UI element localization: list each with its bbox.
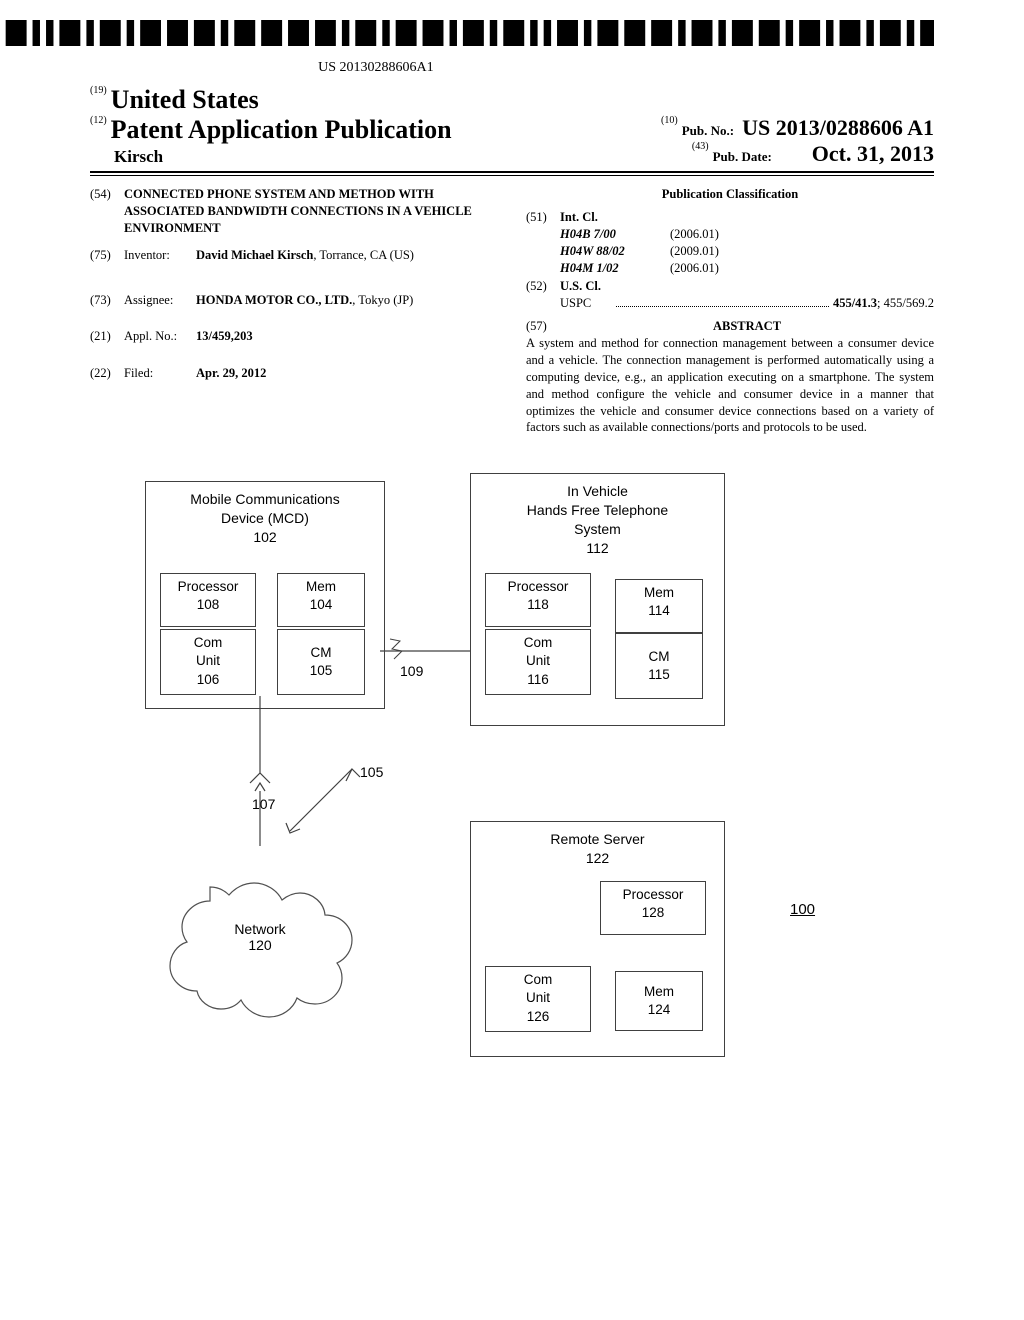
barcode-region: ▌▌█▌▌█▌▌▌█▌▌█▌█▌▌▌█▌▌█▌▌█▌█▌█▌▌█▌█▌█▌█▌▌… bbox=[0, 20, 934, 76]
filed-label: Filed: bbox=[124, 365, 196, 382]
inventor-header: Kirsch bbox=[90, 147, 452, 167]
uspc-label: USPC bbox=[560, 295, 612, 312]
patent-title: CONNECTED PHONE SYSTEM AND METHOD WITH A… bbox=[124, 186, 498, 237]
field-22: (22) bbox=[90, 365, 124, 382]
abstract-text: A system and method for connection manag… bbox=[526, 335, 934, 436]
pub-date: Oct. 31, 2013 bbox=[812, 141, 934, 166]
inventor-name: David Michael Kirsch bbox=[196, 248, 313, 262]
inventor-label: Inventor: bbox=[124, 247, 196, 264]
field-57: (57) bbox=[526, 318, 560, 335]
intcl-label: Int. Cl. bbox=[560, 209, 598, 226]
pub-no-label: Pub. No.: bbox=[682, 123, 734, 138]
field-43: (43) bbox=[692, 141, 709, 152]
assignee-label: Assignee: bbox=[124, 292, 196, 309]
rs-processor: Processor128 bbox=[600, 881, 706, 935]
field-51: (51) bbox=[526, 209, 560, 226]
field-21: (21) bbox=[90, 328, 124, 345]
classification-heading: Publication Classification bbox=[526, 186, 934, 203]
field-19: (19) bbox=[90, 85, 107, 96]
field-54: (54) bbox=[90, 186, 124, 237]
rs-title: Remote Server bbox=[475, 830, 720, 849]
intcl-ver-2: (2006.01) bbox=[670, 260, 719, 277]
country: United States bbox=[111, 85, 259, 114]
field-10: (10) bbox=[661, 115, 678, 126]
appl-no: 13/459,203 bbox=[196, 328, 498, 345]
uspc-dots bbox=[616, 298, 829, 307]
document-header: (19) United States (12) Patent Applicati… bbox=[90, 85, 934, 173]
barcode-text: US 20130288606A1 bbox=[0, 60, 934, 76]
intcl-ver-1: (2009.01) bbox=[670, 243, 719, 260]
field-12: (12) bbox=[90, 115, 107, 126]
inventor-location: , Torrance, CA (US) bbox=[313, 248, 414, 262]
field-52: (52) bbox=[526, 278, 560, 295]
intcl-code-1: H04W 88/02 bbox=[560, 243, 670, 260]
uscl-label: U.S. Cl. bbox=[560, 278, 601, 295]
pub-date-label: Pub. Date: bbox=[713, 149, 772, 164]
uspc-secondary: ; 455/569.2 bbox=[877, 296, 934, 310]
assignee-name: HONDA MOTOR CO., LTD. bbox=[196, 293, 352, 307]
right-column: Publication Classification (51) Int. Cl.… bbox=[526, 186, 934, 436]
doc-type: Patent Application Publication bbox=[111, 115, 452, 144]
abstract-heading: ABSTRACT bbox=[560, 318, 934, 335]
uspc-primary: 455/41.3 bbox=[833, 296, 877, 310]
pub-no: US 2013/0288606 A1 bbox=[742, 115, 934, 140]
field-73: (73) bbox=[90, 292, 124, 309]
network-label: Network120 bbox=[220, 921, 300, 953]
figure-number-100: 100 bbox=[790, 901, 815, 918]
intcl-ver-0: (2006.01) bbox=[670, 226, 719, 243]
assignee-location: , Tokyo (JP) bbox=[352, 293, 413, 307]
appl-label: Appl. No.: bbox=[124, 328, 196, 345]
intcl-code-2: H04M 1/02 bbox=[560, 260, 670, 277]
rs-num: 122 bbox=[475, 849, 720, 868]
intcl-code-0: H04B 7/00 bbox=[560, 226, 670, 243]
barcode: ▌▌█▌▌█▌▌▌█▌▌█▌█▌▌▌█▌▌█▌▌█▌█▌█▌▌█▌█▌█▌█▌▌… bbox=[0, 20, 934, 58]
rs-com: ComUnit126 bbox=[485, 966, 591, 1032]
field-75: (75) bbox=[90, 247, 124, 264]
figure-1: Mobile Communications Device (MCD) 102 P… bbox=[90, 481, 934, 1101]
filed-date: Apr. 29, 2012 bbox=[196, 365, 498, 382]
rs-mem: Mem124 bbox=[615, 971, 703, 1031]
left-column: (54) CONNECTED PHONE SYSTEM AND METHOD W… bbox=[90, 186, 498, 436]
